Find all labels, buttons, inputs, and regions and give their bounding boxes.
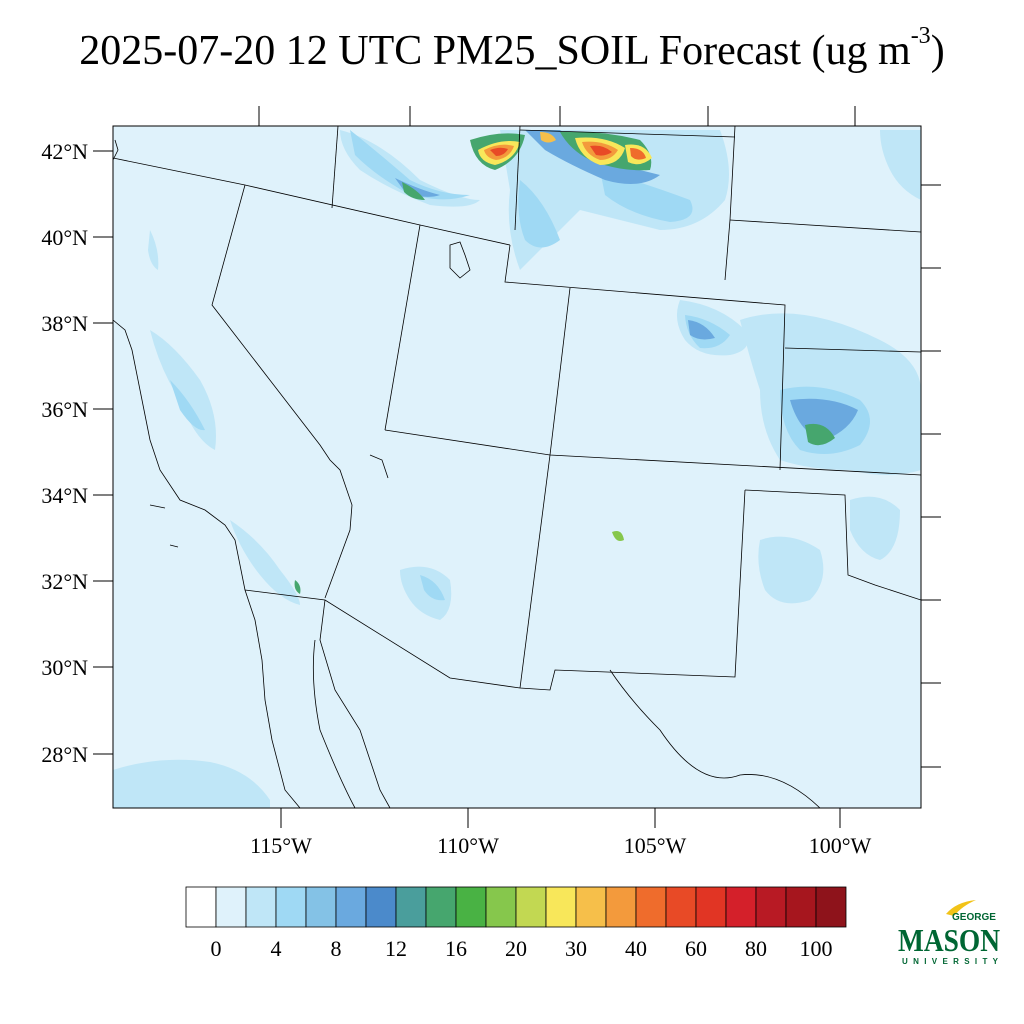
logo-flame: [946, 900, 976, 916]
longitude-labels: 115°W 110°W 105°W 100°W: [250, 833, 871, 858]
lat-label: 40°N: [41, 225, 88, 250]
colorbar-swatch: [395, 886, 427, 928]
colorbar-swatch: [695, 886, 727, 928]
great-salt-lake: [449, 241, 471, 279]
pacific-coast: [113, 319, 301, 808]
title-main: 2025-07-20 12 UTC PM25_SOIL Forecast (ug…: [79, 28, 911, 74]
nv-ut-border: [384, 224, 421, 431]
lat-label: 28°N: [41, 742, 88, 767]
ks-ne-border: [784, 347, 921, 353]
lon-label: 115°W: [250, 833, 312, 858]
colorbar-swatch: [275, 886, 307, 928]
columbia-river: [113, 139, 119, 161]
boundaries: [113, 126, 921, 808]
colorbar-swatch: [215, 886, 247, 928]
title-exponent: -3: [910, 23, 931, 49]
colorbar-swatch: [815, 886, 847, 928]
logo-mason: MASON: [898, 922, 1000, 958]
colorbar-swatch: [605, 886, 637, 928]
colorbar-swatch: [185, 886, 217, 928]
lon-label: 100°W: [809, 833, 872, 858]
lat-label: 42°N: [41, 139, 88, 164]
lon-label: 105°W: [624, 833, 687, 858]
channel-islands: [149, 504, 166, 509]
co-ut-az-nm-border: [519, 287, 571, 689]
gulf-coast: [319, 599, 391, 808]
colorbar-swatch: [425, 886, 457, 928]
rio-grande: [609, 669, 821, 808]
colorbar-swatch: [485, 886, 517, 928]
concentration-field: [113, 130, 921, 808]
colorbar-label: 16: [445, 936, 467, 961]
wy-id-border: [514, 126, 521, 231]
colorbar-label: 60: [685, 936, 707, 961]
ut-co-ks-border: [504, 244, 786, 471]
colorbar-label: 4: [271, 936, 282, 961]
colorbar-swatch: [725, 886, 757, 928]
latitude-labels: 42°N 40°N 38°N 36°N 34°N 32°N 30°N 28°N: [41, 139, 88, 767]
colorbar-swatch: [545, 886, 577, 928]
ca-nv-border: [211, 184, 353, 599]
map-ticks: [93, 106, 941, 828]
map-frame: [112, 125, 922, 809]
colorbar-swatch: [785, 886, 817, 928]
logo-george: GEORGE: [952, 912, 996, 923]
colorbar-label: 0: [211, 936, 222, 961]
colorbar-swatch: [305, 886, 337, 928]
colorbar-label: 8: [331, 936, 342, 961]
george-mason-logo: GEORGE MASON UNIVERSITY: [898, 900, 1000, 966]
lat-label: 36°N: [41, 397, 88, 422]
island-small: [169, 544, 179, 548]
title-close: ): [930, 28, 945, 74]
colorbar-label: 80: [745, 936, 767, 961]
colorbar-swatch: [665, 886, 697, 928]
colorbar-swatch: [755, 886, 787, 928]
colorbar-label: 12: [385, 936, 407, 961]
colorbar-swatch: [515, 886, 547, 928]
colorbar-label: 100: [800, 936, 833, 961]
colorbar-swatch: [245, 886, 277, 928]
colorbar-swatch: [575, 886, 607, 928]
sd-ne-border: [729, 219, 921, 233]
mt-wy-border: [519, 129, 736, 138]
colorbar-labels: 0 4 8 12 16 20 30 40 60 80 100: [211, 936, 833, 961]
colorbar-swatch: [635, 886, 667, 928]
colorbar-swatch: [335, 886, 367, 928]
colorbar: [185, 886, 847, 928]
lat-label: 34°N: [41, 483, 88, 508]
colorbar-label: 40: [625, 936, 647, 961]
colorbar-swatch: [455, 886, 487, 928]
wy-sd-border: [724, 126, 736, 281]
logo-university: UNIVERSITY: [902, 957, 999, 966]
id-mt-border: [331, 126, 339, 209]
lat-label: 32°N: [41, 569, 88, 594]
lat-label: 38°N: [41, 311, 88, 336]
lat-label: 30°N: [41, 655, 88, 680]
colorbar-label: 30: [565, 936, 587, 961]
colorado-river: [369, 454, 389, 479]
us-mexico-border: [244, 489, 746, 691]
figure-title: 2025-07-20 12 UTC PM25_SOIL Forecast (ug…: [0, 24, 1024, 74]
nm-tx-ok-border: [744, 489, 921, 601]
hotspot-areas: [478, 132, 652, 541]
colorbar-swatch: [365, 886, 397, 928]
baja-inner-coast: [312, 639, 356, 808]
lon-label: 110°W: [437, 833, 499, 858]
colorbar-label: 20: [505, 936, 527, 961]
